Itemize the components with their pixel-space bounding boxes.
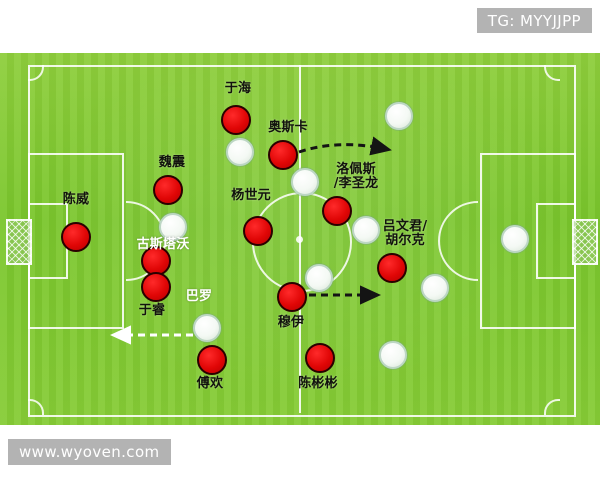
player-label: 吕文君/ 胡尔克 <box>382 219 428 248</box>
player-label: 穆伊 <box>277 315 305 331</box>
player-marker-white-14 <box>291 168 319 196</box>
player-marker-white-15 <box>385 102 413 130</box>
player-label: 杨世元 <box>231 188 271 204</box>
player-label: 古斯塔沃 <box>136 237 190 253</box>
player-marker-white <box>193 314 221 342</box>
player-marker-red <box>277 282 307 312</box>
player-marker-red <box>153 175 183 205</box>
player-marker-red <box>61 222 91 252</box>
arrow-mooy-run <box>309 285 381 305</box>
watermark-bottom-left: www.wyoven.com <box>8 439 171 465</box>
player-marker-white-13 <box>226 138 254 166</box>
player-marker-white-16 <box>159 213 187 241</box>
player-label: 魏震 <box>158 155 186 171</box>
player-marker-white-18 <box>305 264 333 292</box>
player-marker-red <box>221 105 251 135</box>
player-label: 洛佩斯 /李圣龙 <box>333 162 379 191</box>
player-marker-red <box>243 216 273 246</box>
centre-spot <box>296 236 303 243</box>
right-goal-net <box>572 219 598 265</box>
player-marker-white-20 <box>501 225 529 253</box>
player-label: 于海 <box>224 81 252 97</box>
player-marker-red <box>305 343 335 373</box>
pitch-container: 陈威 魏震 于海奥斯卡杨世元 洛佩斯 /李圣龙 吕文君/ 胡尔克古斯塔沃于睿穆伊傅欢 陈彬… <box>0 53 600 425</box>
player-label: 傅欢 <box>196 376 224 392</box>
left-goal-net <box>6 219 32 265</box>
arrow-oscar-run <box>298 136 392 156</box>
player-marker-red <box>268 140 298 170</box>
player-marker-red <box>197 345 227 375</box>
player-marker-red <box>377 253 407 283</box>
corner-arc-bottom-right <box>544 399 560 415</box>
player-marker-white-17 <box>352 216 380 244</box>
player-marker-red <box>141 272 171 302</box>
watermark-top-right: TG: MYYJJPP <box>476 8 592 33</box>
player-label: 巴罗 <box>185 289 213 305</box>
player-marker-white-19 <box>421 274 449 302</box>
corner-arc-top-right <box>544 65 560 81</box>
player-label: 奥斯卡 <box>268 120 308 136</box>
player-label: 陈彬彬 <box>298 376 338 392</box>
player-marker-red <box>322 196 352 226</box>
player-marker-white-21 <box>379 341 407 369</box>
player-label: 陈威 <box>62 192 90 208</box>
arrow-baluo-run <box>110 325 193 345</box>
corner-arc-bottom-left <box>28 399 44 415</box>
player-label: 于睿 <box>138 303 166 319</box>
